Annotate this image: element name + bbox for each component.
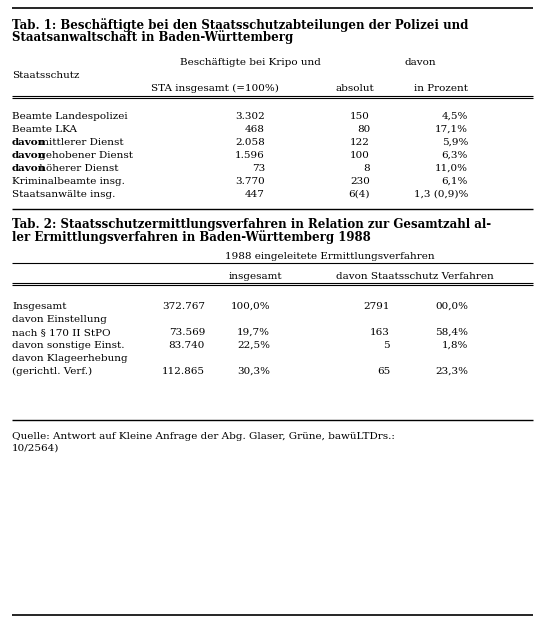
Text: 1988 eingeleitete Ermittlungsverfahren: 1988 eingeleitete Ermittlungsverfahren [225, 252, 435, 261]
Text: 10/2564): 10/2564) [12, 444, 59, 453]
Text: Tab. 2: Staatsschutzermittlungsverfahren in Relation zur Gesamtzahl al-: Tab. 2: Staatsschutzermittlungsverfahren… [12, 218, 491, 231]
Text: 6,3%: 6,3% [441, 151, 468, 160]
Text: 468: 468 [245, 125, 265, 134]
Text: davon: davon [12, 138, 46, 147]
Text: 1.596: 1.596 [235, 151, 265, 160]
Text: 2791: 2791 [364, 302, 390, 311]
Text: in Prozent: in Prozent [414, 84, 468, 93]
Text: 163: 163 [370, 328, 390, 337]
Text: insgesamt: insgesamt [228, 272, 282, 281]
Text: Staatsanwaltschaft in Baden-Württemberg: Staatsanwaltschaft in Baden-Württemberg [12, 30, 293, 44]
Text: davon: davon [404, 58, 436, 67]
Text: Kriminalbeamte insg.: Kriminalbeamte insg. [12, 177, 125, 186]
Text: 3.302: 3.302 [235, 112, 265, 121]
Text: 4,5%: 4,5% [441, 112, 468, 121]
Text: 150: 150 [350, 112, 370, 121]
Text: 73: 73 [252, 164, 265, 173]
Text: 372.767: 372.767 [162, 302, 205, 311]
Text: 30,3%: 30,3% [237, 367, 270, 376]
Text: davon: davon [12, 164, 46, 173]
Text: 8: 8 [364, 164, 370, 173]
Text: Staatsanwälte insg.: Staatsanwälte insg. [12, 190, 116, 199]
Text: 73.569: 73.569 [168, 328, 205, 337]
Text: Tab. 1: Beschäftigte bei den Staatsschutzabteilungen der Polizei und: Tab. 1: Beschäftigte bei den Staatsschut… [12, 18, 468, 32]
Text: Insgesamt: Insgesamt [12, 302, 66, 311]
Text: 5,9%: 5,9% [441, 138, 468, 147]
Text: 112.865: 112.865 [162, 367, 205, 376]
Text: davon Einstellung: davon Einstellung [12, 315, 107, 324]
Text: Beamte LKA: Beamte LKA [12, 125, 77, 134]
Text: 6,1%: 6,1% [441, 177, 468, 186]
Text: 65: 65 [377, 367, 390, 376]
Text: davon: davon [12, 151, 46, 160]
Text: 5: 5 [383, 341, 390, 350]
Text: höherer Dienst: höherer Dienst [36, 164, 118, 173]
Text: (gerichtl. Verf.): (gerichtl. Verf.) [12, 367, 92, 376]
Text: 2.058: 2.058 [235, 138, 265, 147]
Text: 100: 100 [350, 151, 370, 160]
Text: 80: 80 [357, 125, 370, 134]
Text: Beschäftigte bei Kripo und: Beschäftigte bei Kripo und [179, 58, 320, 67]
Text: nach § 170 II StPO: nach § 170 II StPO [12, 328, 111, 337]
Text: 3.770: 3.770 [235, 177, 265, 186]
Text: mittlerer Dienst: mittlerer Dienst [36, 138, 124, 147]
Text: Beamte Landespolizei: Beamte Landespolizei [12, 112, 128, 121]
Text: 1,8%: 1,8% [441, 341, 468, 350]
Text: absolut: absolut [336, 84, 374, 93]
Text: 22,5%: 22,5% [237, 341, 270, 350]
Text: 447: 447 [245, 190, 265, 199]
Text: gehobener Dienst: gehobener Dienst [36, 151, 133, 160]
Text: 19,7%: 19,7% [237, 328, 270, 337]
Text: 1,3 (0,9)%: 1,3 (0,9)% [414, 190, 468, 199]
Text: 00,0%: 00,0% [435, 302, 468, 311]
Text: 17,1%: 17,1% [435, 125, 468, 134]
Text: 230: 230 [350, 177, 370, 186]
Text: 6(4): 6(4) [348, 190, 370, 199]
Text: STA insgesamt (=100%): STA insgesamt (=100%) [151, 84, 279, 93]
Text: 83.740: 83.740 [168, 341, 205, 350]
Text: davon Staatsschutz Verfahren: davon Staatsschutz Verfahren [336, 272, 494, 281]
Text: davon sonstige Einst.: davon sonstige Einst. [12, 341, 124, 350]
Text: 58,4%: 58,4% [435, 328, 468, 337]
Text: ler Ermittlungsverfahren in Baden-Württemberg 1988: ler Ermittlungsverfahren in Baden-Württe… [12, 230, 371, 244]
Text: Staatsschutz: Staatsschutz [12, 71, 80, 80]
Text: 23,3%: 23,3% [435, 367, 468, 376]
Text: Quelle: Antwort auf Kleine Anfrage der Abg. Glaser, Grüne, bawüLTDrs.:: Quelle: Antwort auf Kleine Anfrage der A… [12, 432, 395, 441]
Text: 100,0%: 100,0% [231, 302, 270, 311]
Text: davon Klageerhebung: davon Klageerhebung [12, 354, 128, 363]
Text: 11,0%: 11,0% [435, 164, 468, 173]
Text: 122: 122 [350, 138, 370, 147]
